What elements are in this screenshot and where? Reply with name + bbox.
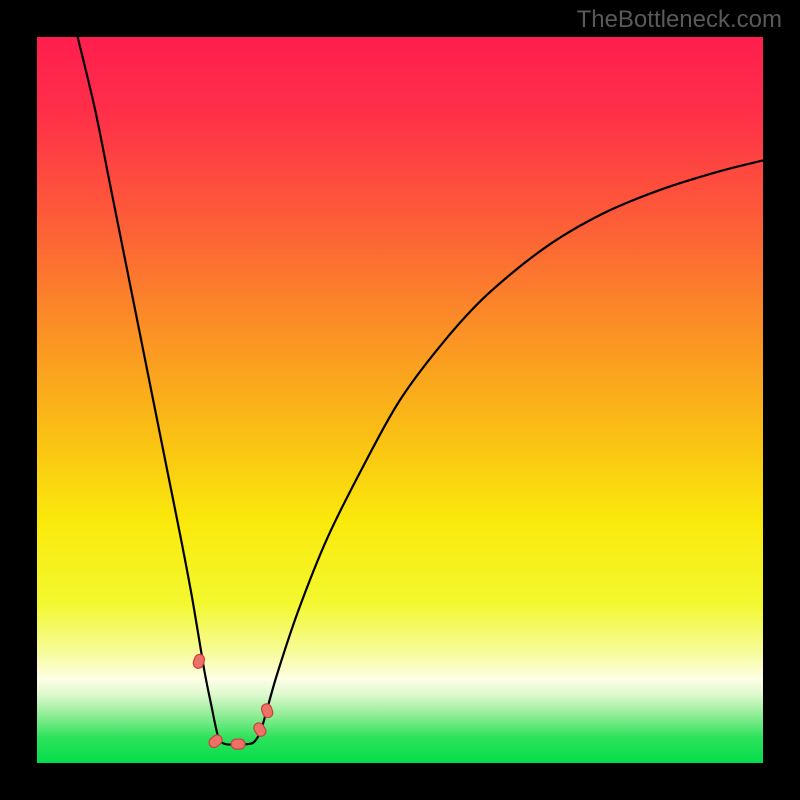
bottleneck-chart [37,37,763,763]
chart-plot-area [37,37,763,763]
curve-marker [231,739,245,749]
watermark-text: TheBottleneck.com [577,6,782,34]
